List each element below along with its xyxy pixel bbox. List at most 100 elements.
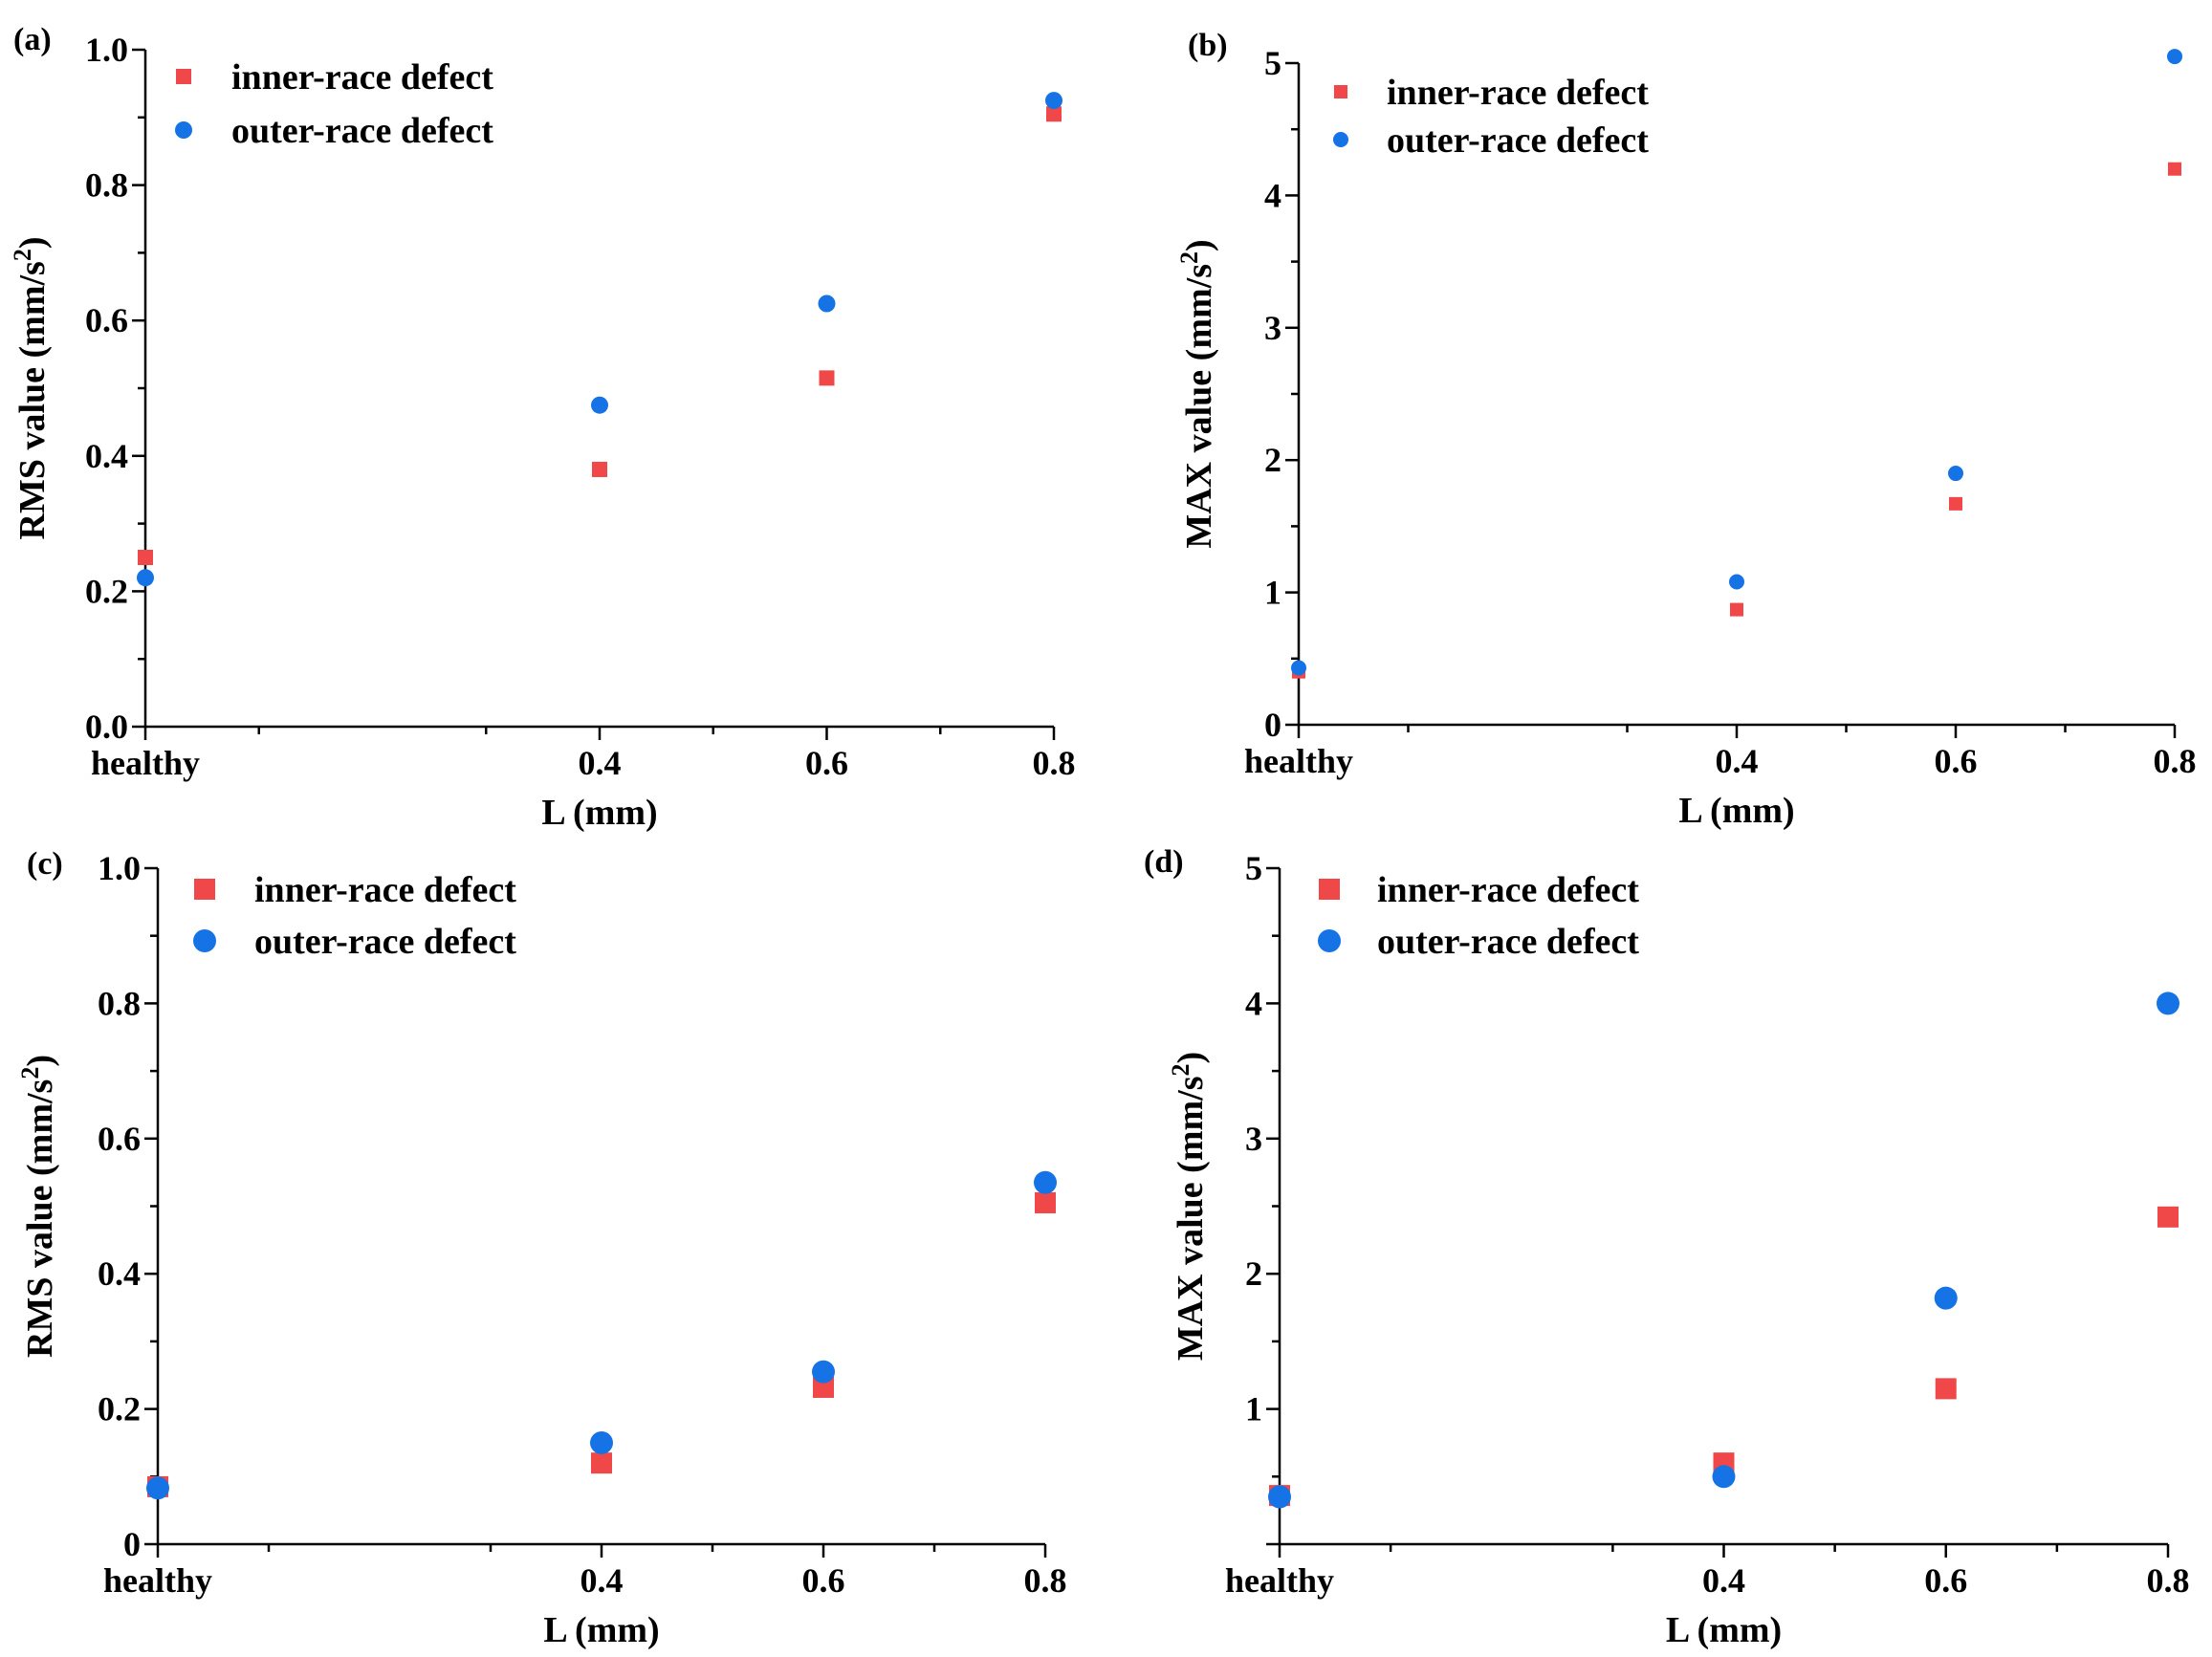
x-tick-label: healthy xyxy=(91,744,200,782)
y-axis-title: MAX value (mm/s2) xyxy=(1175,239,1220,548)
x-tick-label: 0.8 xyxy=(1033,744,1076,782)
y-axis-title-main: MAX value (mm/s xyxy=(1171,1077,1211,1362)
panel-label: (d) xyxy=(1144,844,1184,880)
legend-entry-circle: outer-race defect xyxy=(1387,120,1649,161)
chart-panel-d: 1 2 3 4 5 healthy 0.4 0.6 0.8 L (mm) MAX value (mm… xyxy=(1144,844,2190,1650)
y-tick-label: 1.0 xyxy=(85,31,128,69)
chart-panel-c: 0 0.2 0.4 0.6 0.8 1.0 healthy 0.4 0.6 0.8 L (mm) RM… xyxy=(16,846,1067,1650)
y-axis-title-close: ) xyxy=(1179,239,1219,251)
legend-circle-marker xyxy=(193,929,216,952)
y-axis-title-sup: 2 xyxy=(1167,1064,1194,1077)
data-point-inner-race xyxy=(1046,106,1062,122)
legend-square-marker xyxy=(176,69,191,84)
y-axis-title-close: ) xyxy=(12,237,53,250)
data-point-outer-race xyxy=(1034,1170,1057,1194)
data-point-outer-race xyxy=(2157,992,2179,1015)
x-axis-title: L (mm) xyxy=(1666,1610,1782,1650)
data-point-outer-race xyxy=(1712,1465,1736,1489)
y-tick-label: 2 xyxy=(1264,441,1281,479)
data-point-inner-race xyxy=(1935,1378,1957,1400)
legend-square-marker xyxy=(1319,879,1340,900)
y-tick-label: 4 xyxy=(1245,984,1262,1022)
y-axis-title-main: RMS value (mm/s xyxy=(12,261,53,539)
data-point-inner-race xyxy=(819,370,835,386)
data-point-outer-race xyxy=(2167,49,2182,65)
legend-square-marker xyxy=(1334,85,1347,98)
x-axis-title: L (mm) xyxy=(1678,791,1794,831)
data-point-outer-race xyxy=(1948,466,1963,482)
x-tick-label: 0.6 xyxy=(1924,1561,1967,1600)
data-point-outer-race xyxy=(1729,574,1744,590)
legend-entry-square: inner-race defect xyxy=(1377,870,1639,910)
y-tick-label: 0.8 xyxy=(85,166,128,205)
y-tick-label: 0.2 xyxy=(85,572,128,610)
x-tick-label: healthy xyxy=(103,1561,212,1600)
y-axis-title-close: ) xyxy=(20,1055,60,1067)
legend-entry-square: inner-race defect xyxy=(1387,73,1649,113)
panel-label: (a) xyxy=(13,22,52,57)
legend-entry-square: inner-race defect xyxy=(231,57,493,98)
x-tick-label: healthy xyxy=(1244,742,1353,780)
y-axis-title: MAX value (mm/s2) xyxy=(1167,1052,1212,1361)
y-tick-label: 0.8 xyxy=(98,984,141,1022)
y-tick-label: 2 xyxy=(1245,1254,1262,1293)
y-tick-label: 0.6 xyxy=(85,301,128,339)
x-tick-label: 0.8 xyxy=(1024,1561,1067,1600)
y-tick-label: 1.0 xyxy=(98,849,141,887)
y-tick-label: 0 xyxy=(123,1525,141,1563)
legend-entry-square: inner-race defect xyxy=(254,870,516,910)
x-tick-label: 0.6 xyxy=(805,744,848,782)
x-axis-title: L (mm) xyxy=(543,1610,659,1650)
y-axis-title-main: RMS value (mm/s xyxy=(20,1079,60,1358)
y-axis-title: RMS value (mm/s2) xyxy=(9,237,54,540)
x-tick-label: healthy xyxy=(1225,1561,1334,1600)
data-point-inner-race xyxy=(138,550,153,565)
data-point-inner-race xyxy=(2157,1206,2179,1228)
x-tick-label: 0.4 xyxy=(1716,742,1759,780)
legend-square-marker xyxy=(194,879,215,900)
legend-entry-circle: outer-race defect xyxy=(254,922,516,962)
data-point-outer-race xyxy=(1934,1286,1958,1310)
data-point-outer-race xyxy=(812,1360,835,1384)
data-point-inner-race xyxy=(813,1376,834,1398)
x-tick-label: 0.6 xyxy=(802,1561,845,1600)
legend-circle-marker xyxy=(1333,132,1348,147)
y-axis-title: RMS value (mm/s2) xyxy=(16,1055,61,1358)
legend-circle-marker xyxy=(1318,929,1341,952)
data-point-outer-race xyxy=(1045,92,1062,110)
y-tick-label: 0.4 xyxy=(85,437,128,475)
data-point-outer-race xyxy=(590,1430,613,1454)
y-axis-title-sup: 2 xyxy=(16,1067,44,1079)
y-tick-label: 5 xyxy=(1264,44,1281,82)
x-tick-label: 0.6 xyxy=(1935,742,1978,780)
data-point-outer-race xyxy=(146,1476,169,1500)
data-point-inner-race xyxy=(592,461,607,477)
x-axis-title: L (mm) xyxy=(541,793,657,833)
data-point-outer-race xyxy=(1268,1485,1291,1509)
y-tick-label: 0.4 xyxy=(98,1254,141,1293)
y-tick-label: 0.2 xyxy=(98,1390,141,1428)
y-axis-title-close: ) xyxy=(1171,1052,1211,1064)
y-tick-label: 0.6 xyxy=(98,1120,141,1158)
data-point-inner-race xyxy=(1730,602,1743,617)
legend-entry-circle: outer-race defect xyxy=(1377,922,1639,962)
y-tick-label: 1 xyxy=(1264,574,1281,612)
x-tick-label: 0.4 xyxy=(1702,1561,1745,1600)
x-tick-label: 0.4 xyxy=(580,1561,624,1600)
y-axis-title-main: MAX value (mm/s xyxy=(1179,264,1219,549)
y-tick-label: 5 xyxy=(1245,849,1262,887)
legend-circle-marker xyxy=(175,121,192,139)
x-tick-label: 0.8 xyxy=(2147,1561,2190,1600)
y-axis-title-sup: 2 xyxy=(1175,251,1203,264)
panel-label: (c) xyxy=(27,846,63,882)
y-tick-label: 3 xyxy=(1264,309,1281,347)
data-point-outer-race xyxy=(591,396,608,414)
data-point-inner-race xyxy=(1949,496,1962,511)
data-point-outer-race xyxy=(1291,660,1306,676)
y-tick-label: 0 xyxy=(1264,706,1281,744)
legend-entry-circle: outer-race defect xyxy=(231,111,493,151)
panel-label: (b) xyxy=(1188,28,1228,63)
data-point-inner-race xyxy=(591,1452,612,1474)
y-tick-label: 3 xyxy=(1245,1120,1262,1158)
